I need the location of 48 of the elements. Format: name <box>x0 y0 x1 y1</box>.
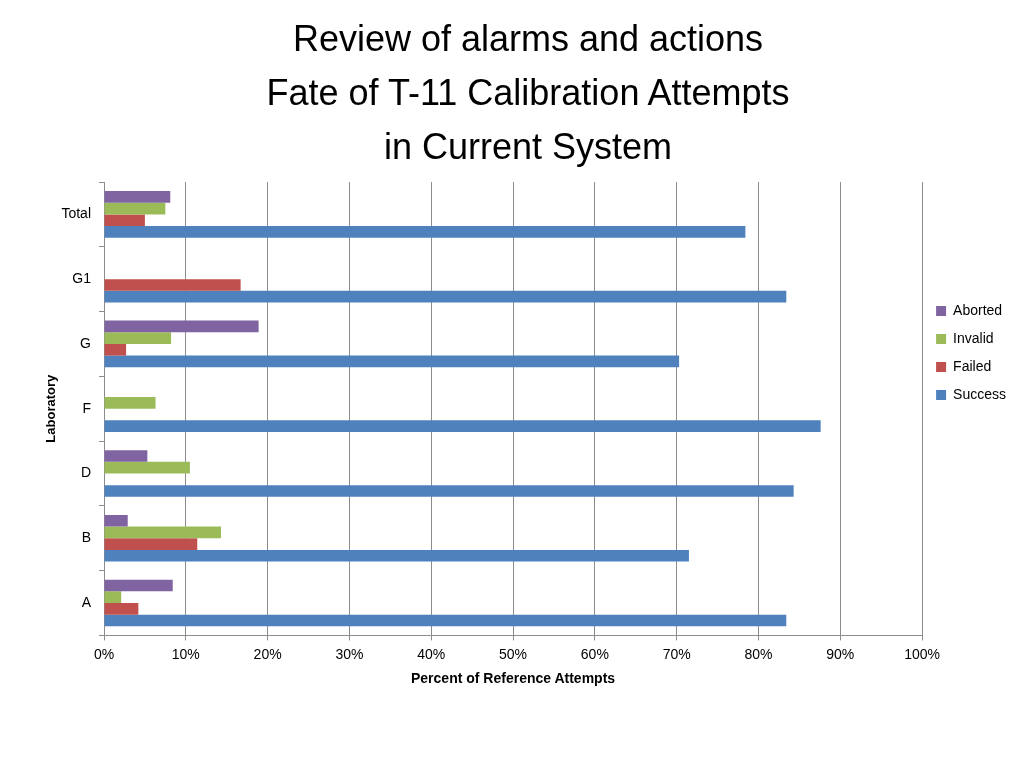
legend-label: Success <box>953 385 1007 402</box>
bar <box>104 279 241 291</box>
bar <box>104 549 689 562</box>
bar <box>104 591 122 604</box>
x-tick-label: 0% <box>93 645 115 662</box>
x-tick-label: 30% <box>335 645 364 662</box>
bar <box>104 526 221 539</box>
bar <box>104 538 198 550</box>
x-tick-label: 60% <box>580 645 609 662</box>
bar <box>104 202 166 215</box>
y-axis-title: Laboratory <box>43 373 59 443</box>
chart-title: Review of alarms and actions Fate of T-11 Calibration Attempts in Current System <box>266 17 790 167</box>
bar <box>104 355 680 368</box>
bar <box>104 420 821 433</box>
bar <box>104 514 128 527</box>
legend-label: Invalid <box>953 329 994 346</box>
bar <box>104 603 139 615</box>
bar <box>104 320 259 333</box>
x-axis-title: Percent of Reference Attempts <box>411 670 616 687</box>
bar <box>104 485 794 497</box>
bar <box>104 579 173 592</box>
y-tick-label: F <box>82 399 91 416</box>
bar <box>104 450 148 462</box>
bar <box>104 226 746 238</box>
bar <box>104 397 156 409</box>
legend-label: Aborted <box>953 301 1003 318</box>
x-tick-label: 10% <box>171 645 200 662</box>
y-tick-label: A <box>81 593 92 610</box>
y-tick-label: G <box>80 334 91 351</box>
x-tick-label: 90% <box>826 645 855 662</box>
bar <box>104 343 127 356</box>
bar <box>104 214 145 227</box>
y-tick-label: Total <box>61 205 91 222</box>
x-tick-label: 80% <box>744 645 773 662</box>
bar <box>104 191 171 203</box>
bar <box>104 614 787 627</box>
bar <box>104 290 787 303</box>
bar <box>104 461 190 474</box>
y-tick-label: G1 <box>72 270 92 287</box>
x-tick-label: 100% <box>904 645 940 662</box>
x-tick-label: 50% <box>499 645 528 662</box>
x-tick-label: 40% <box>417 645 446 662</box>
legend-label: Failed <box>953 357 992 374</box>
x-tick-label: 70% <box>662 645 691 662</box>
y-tick-label: B <box>81 529 91 546</box>
bar <box>104 332 172 344</box>
x-tick-label: 20% <box>253 645 282 662</box>
y-tick-label: D <box>80 464 91 481</box>
